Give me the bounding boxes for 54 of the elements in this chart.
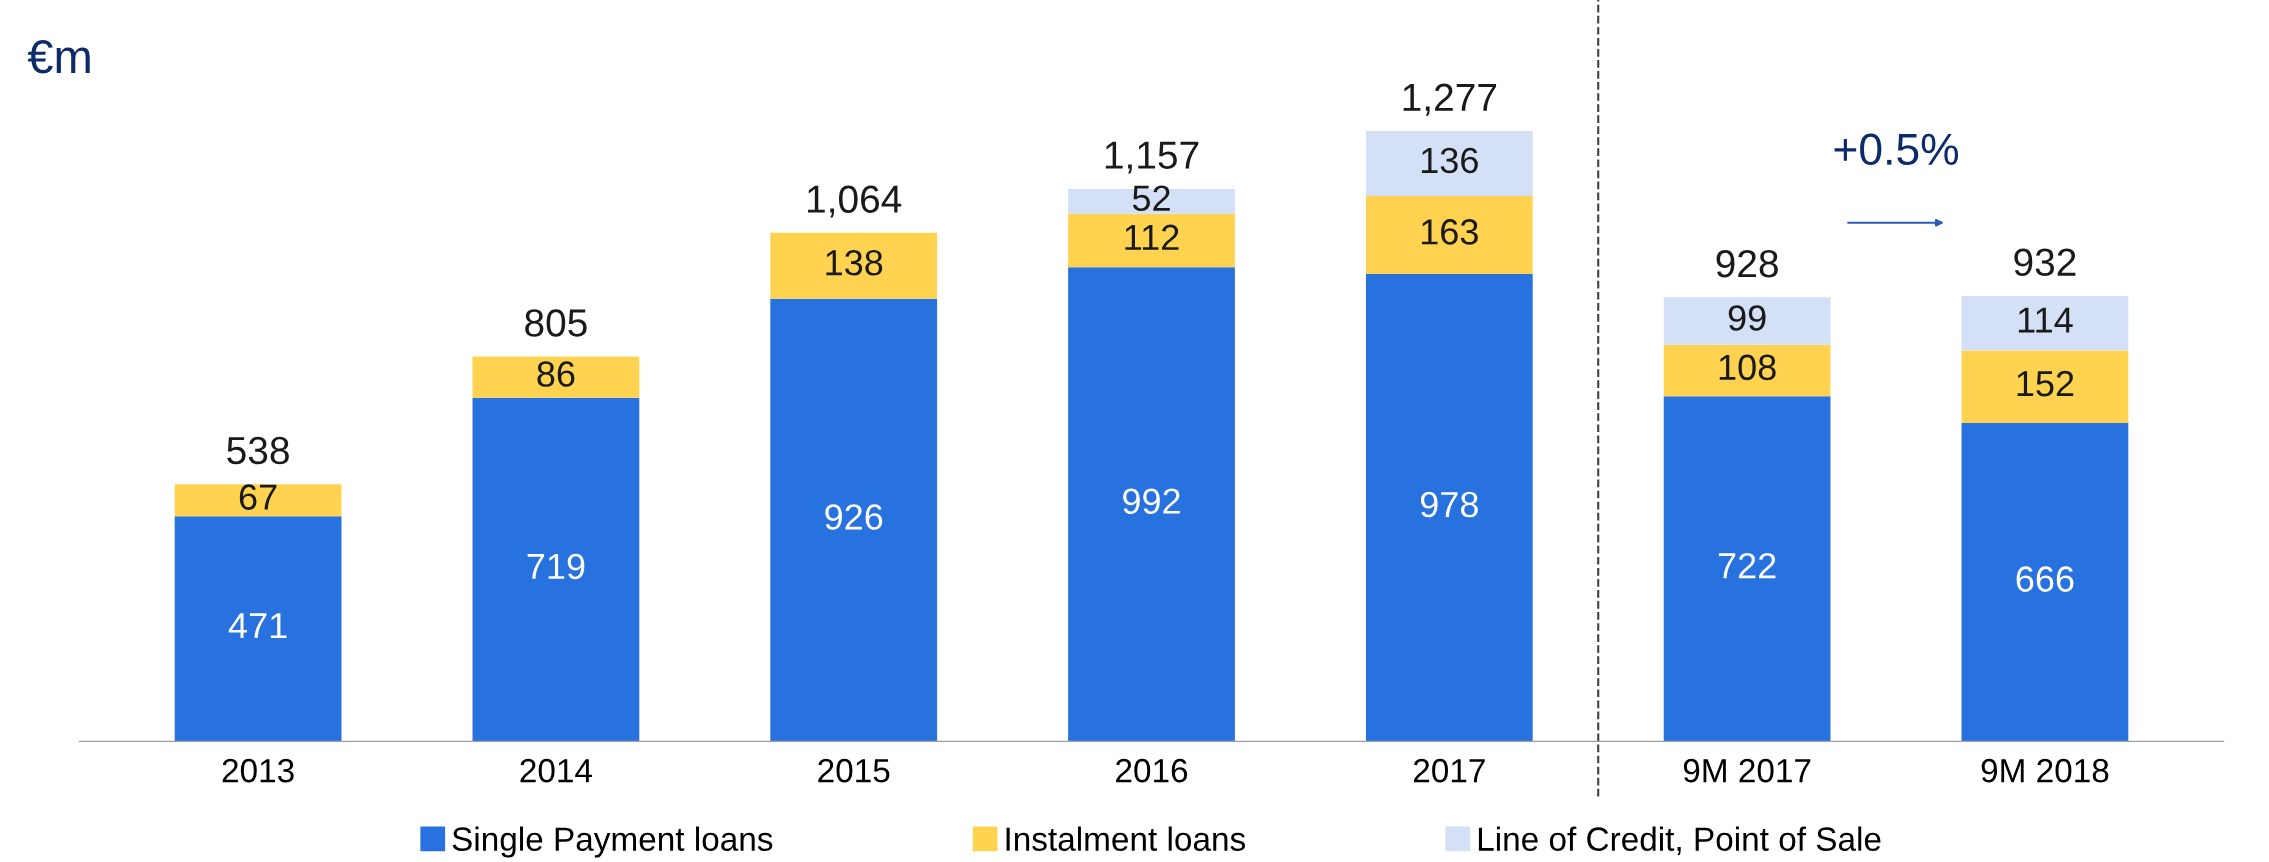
total-label: 1,277 <box>1403 83 1497 116</box>
x-tick-label: 2016 <box>1116 758 1188 783</box>
data-label: 86 <box>537 361 575 387</box>
bar <box>1961 295 2129 351</box>
x-tick-label: 2013 <box>222 758 294 783</box>
bar <box>472 397 640 742</box>
x-tick-label: 2017 <box>1413 758 1485 783</box>
x-tick-label: 2015 <box>818 758 890 783</box>
x-tick-label: 2014 <box>520 758 593 783</box>
data-label: 722 <box>1718 552 1776 579</box>
bar <box>1365 131 1533 197</box>
bar <box>1961 350 2129 424</box>
total-label: 1,064 <box>808 185 902 218</box>
data-label: 112 <box>1125 224 1179 250</box>
data-label: 719 <box>527 553 585 580</box>
data-label: 471 <box>228 613 287 639</box>
bar <box>1663 297 1831 345</box>
data-label: 108 <box>1719 354 1776 381</box>
data-label: 138 <box>826 249 883 276</box>
legend-label: Single Payment loans <box>452 826 773 858</box>
data-label: 926 <box>825 504 883 530</box>
data-label: 152 <box>2017 370 2074 397</box>
bar <box>1663 344 1831 397</box>
bar <box>174 484 342 517</box>
total-label: 1,157 <box>1105 141 1199 174</box>
bar <box>1068 213 1235 268</box>
bar <box>1365 273 1533 742</box>
legend-label: Line of Credit, Point of Sale <box>1478 826 1881 855</box>
bar <box>770 298 938 742</box>
data-label: 67 <box>239 484 277 510</box>
legend-label: Instalment loans <box>1006 826 1245 851</box>
chart-title: €m <box>27 40 90 74</box>
data-label: 136 <box>1421 147 1478 174</box>
x-tick-label: 9M 2017 <box>1683 758 1811 783</box>
annotation: +0.5% <box>1834 133 1959 166</box>
total-label: 932 <box>2014 248 2076 277</box>
data-label: 99 <box>1728 305 1766 331</box>
bar <box>1068 267 1235 742</box>
bar <box>1961 423 2129 742</box>
data-label: 666 <box>2016 566 2074 592</box>
total-label: 928 <box>1716 249 1778 278</box>
bar <box>174 516 342 742</box>
bar <box>1663 396 1831 742</box>
data-label: 992 <box>1123 488 1180 514</box>
bar <box>1365 196 1533 274</box>
total-label: 805 <box>525 309 587 337</box>
bar <box>472 356 640 398</box>
data-label: 52 <box>1132 185 1170 211</box>
total-label: 538 <box>227 436 289 465</box>
data-label: 114 <box>2018 307 2073 333</box>
data-label: 978 <box>1420 491 1478 518</box>
data-label: 163 <box>1421 219 1478 245</box>
bar <box>770 232 938 299</box>
x-tick-label: 9M 2018 <box>1981 758 2109 783</box>
